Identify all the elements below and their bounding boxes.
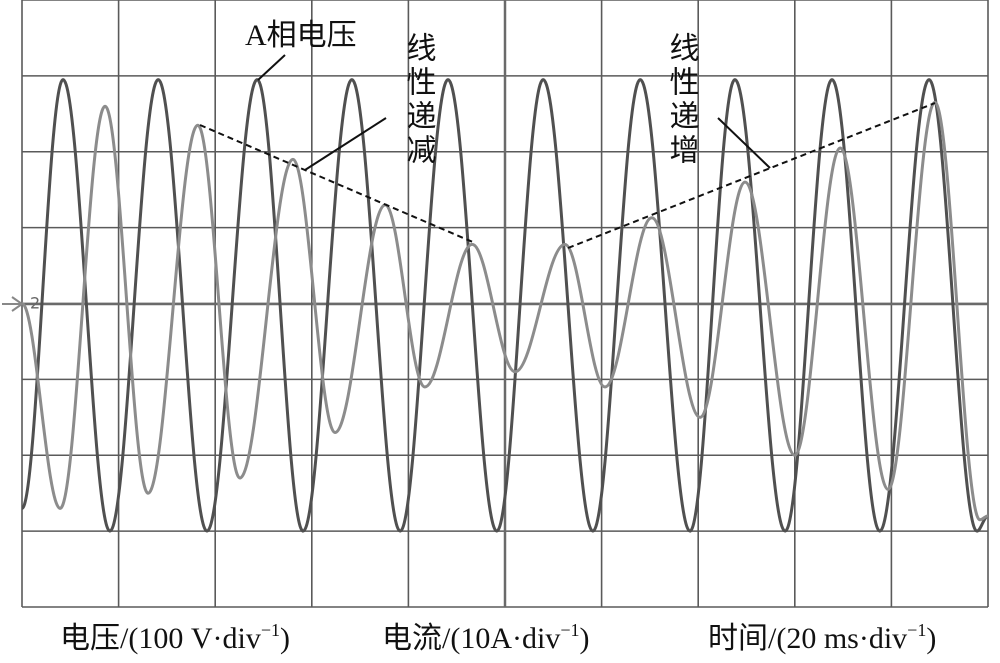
leader-line bbox=[257, 54, 286, 81]
axis-label: 电压/(100 V·div−1) bbox=[60, 620, 290, 655]
axis-label: 电流/(10A·div−1) bbox=[382, 620, 589, 655]
axis-label: 时间/(20 ms·div−1) bbox=[708, 620, 936, 655]
annotation: 线性递增 bbox=[665, 32, 700, 168]
waveform bbox=[20, 100, 989, 522]
leader-line bbox=[304, 117, 387, 171]
channel-marker: 2 bbox=[30, 294, 40, 313]
channel-arrow bbox=[2, 296, 24, 312]
trend-line bbox=[567, 102, 936, 249]
annotation: A相电压 bbox=[245, 19, 357, 52]
leader-line bbox=[717, 117, 771, 169]
annotation: 线性递减 bbox=[402, 32, 437, 168]
